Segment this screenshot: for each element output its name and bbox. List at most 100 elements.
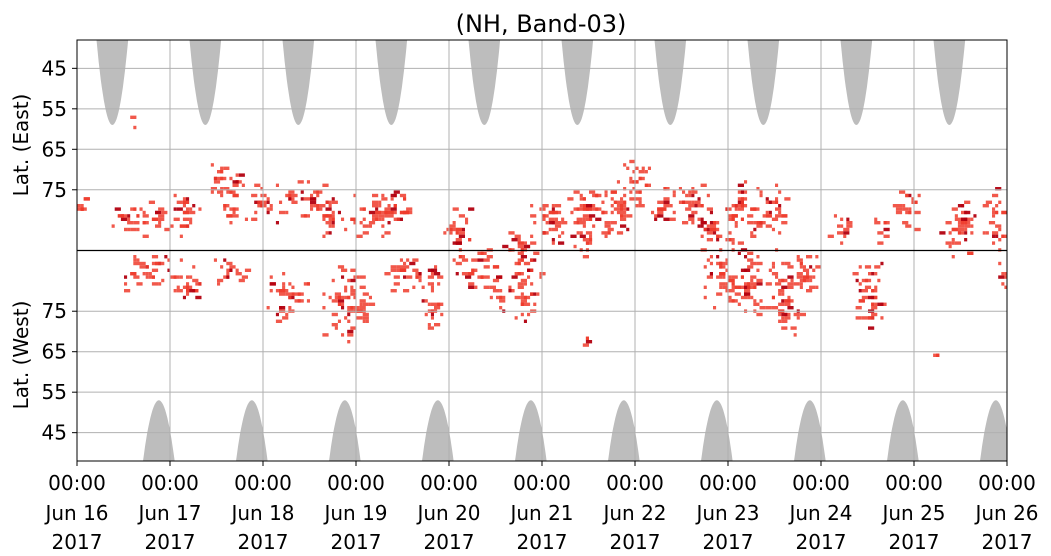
activity-cell <box>148 200 155 204</box>
activity-cell <box>992 241 996 245</box>
activity-cell <box>133 125 137 130</box>
y-tick-label: 55 <box>42 97 67 121</box>
activity-cell <box>629 197 636 201</box>
activity-cell <box>455 261 462 266</box>
activity-cell <box>235 268 239 272</box>
activity-cell <box>437 275 444 279</box>
activity-cell <box>279 306 286 310</box>
activity-cell <box>756 261 763 266</box>
activity-cell <box>232 193 239 198</box>
x-tick-label-date: Jun 25 <box>880 501 945 525</box>
activity-cell <box>706 238 710 242</box>
activity-cell <box>957 224 965 228</box>
activity-cell <box>303 214 310 218</box>
activity-cell <box>220 187 224 191</box>
activity-cell <box>170 275 177 279</box>
activity-cell <box>554 217 558 221</box>
activity-cell <box>189 221 193 225</box>
activity-cell <box>936 353 940 357</box>
activity-cell <box>840 224 844 228</box>
activity-cell <box>998 275 1005 279</box>
activity-cell <box>610 190 617 194</box>
activity-cell <box>393 217 400 221</box>
activity-cell <box>279 210 286 215</box>
activity-cell <box>740 204 748 208</box>
activity-cell <box>703 295 707 300</box>
activity-cell <box>297 180 304 184</box>
activity-cell <box>182 217 190 221</box>
activity-cell <box>585 231 593 235</box>
activity-cell <box>263 200 267 204</box>
activity-cell <box>192 278 199 283</box>
activity-cell <box>558 241 565 245</box>
activity-cell <box>706 224 710 228</box>
activity-cell <box>306 299 310 303</box>
activity-cell <box>179 275 183 279</box>
activity-cell <box>142 272 146 276</box>
activity-cell <box>384 207 391 211</box>
activity-cell <box>421 285 425 289</box>
activity-cell <box>871 289 875 293</box>
activity-cell <box>523 261 531 266</box>
activity-cell <box>954 217 961 221</box>
activity-cell <box>592 207 599 211</box>
activity-cell <box>905 224 912 228</box>
activity-cell <box>322 306 326 310</box>
activity-cell <box>341 333 345 337</box>
activity-cell <box>843 227 850 232</box>
activity-cell <box>995 224 1002 228</box>
activity-cell <box>765 214 772 218</box>
activity-cell <box>1001 272 1005 276</box>
activity-cell <box>1001 282 1005 286</box>
activity-cell <box>458 214 465 218</box>
daylight-region-east <box>375 40 408 125</box>
activity-cell <box>902 204 906 208</box>
activity-cell <box>117 214 124 218</box>
activity-cell <box>790 278 794 283</box>
activity-cell <box>582 255 589 259</box>
activity-cell <box>337 265 345 269</box>
activity-cell <box>548 217 555 221</box>
activity-cell <box>337 210 341 215</box>
activity-cell <box>809 278 813 283</box>
activity-cell <box>874 272 878 276</box>
activity-cell <box>750 231 754 235</box>
activity-cell <box>124 227 128 232</box>
activity-cell <box>781 292 785 296</box>
activity-cell <box>740 197 748 201</box>
activity-cell <box>554 204 562 208</box>
activity-cell <box>508 289 512 293</box>
activity-cell <box>781 261 785 266</box>
activity-cell <box>486 255 493 259</box>
activity-cell <box>520 312 524 317</box>
activity-cell <box>139 265 146 269</box>
activity-cell <box>864 278 872 283</box>
x-tick-label-year: 2017 <box>52 530 103 554</box>
activity-cell <box>384 210 391 215</box>
activity-cell <box>716 221 720 225</box>
activity-cell <box>585 241 593 245</box>
activity-cell <box>186 282 190 286</box>
activity-cell <box>781 221 788 225</box>
activity-cell <box>778 278 785 283</box>
activity-cell <box>837 224 841 228</box>
activity-cell <box>291 193 298 198</box>
activity-cell <box>223 166 230 170</box>
activity-cell <box>517 282 524 286</box>
activity-cell <box>784 302 791 306</box>
activity-cell <box>362 316 369 320</box>
activity-cell <box>362 231 369 235</box>
activity-cell <box>725 261 729 266</box>
activity-cell <box>762 214 766 218</box>
activity-cell <box>871 306 878 310</box>
activity-cell <box>347 340 351 344</box>
activity-cell <box>539 275 543 279</box>
activity-cell <box>337 299 345 303</box>
y-axis-label-west: Lat. (West) <box>9 301 33 410</box>
activity-cell <box>973 214 977 218</box>
activity-cell <box>806 272 810 276</box>
y-tick-label: 45 <box>42 421 67 445</box>
activity-cell <box>362 292 369 296</box>
activity-cell <box>294 299 301 303</box>
activity-cell <box>787 295 791 300</box>
